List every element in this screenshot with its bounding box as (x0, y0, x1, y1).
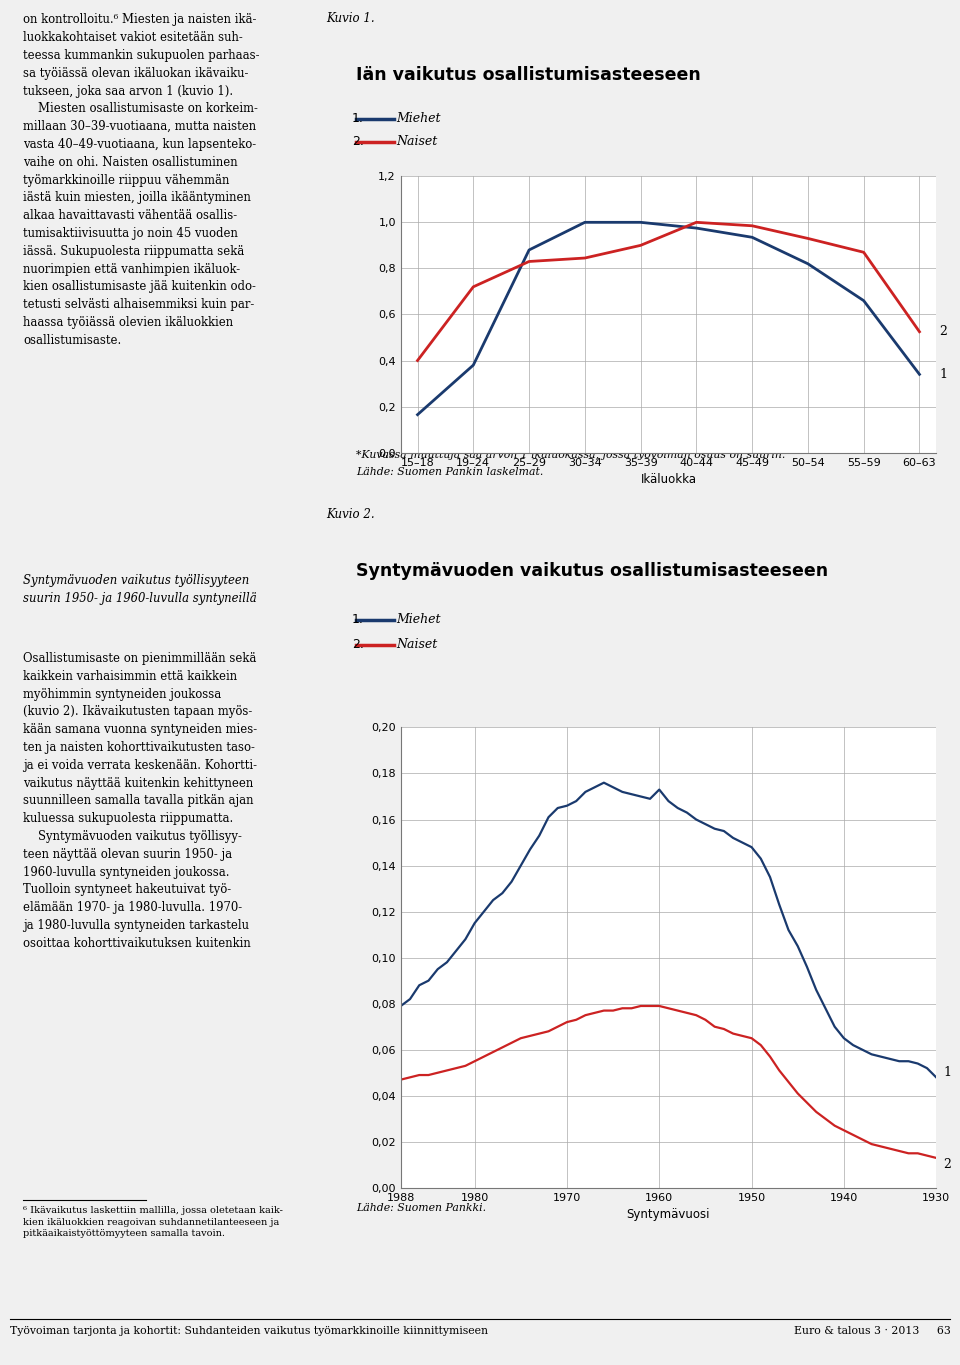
Text: Lähde: Suomen Pankki.: Lähde: Suomen Pankki. (356, 1203, 487, 1213)
Text: Osallistumisaste on pienimmillään sekä
kaikkein varhaisimmin että kaikkein
myöhi: Osallistumisaste on pienimmillään sekä k… (23, 652, 257, 950)
Text: Iän vaikutus osallistumisasteeseen: Iän vaikutus osallistumisasteeseen (356, 66, 701, 83)
Text: Miehet: Miehet (396, 112, 441, 126)
Text: Syntymävuoden vaikutus työllisyyteen
suurin 1950- ja 1960-luvulla syntyneillä: Syntymävuoden vaikutus työllisyyteen suu… (23, 573, 257, 605)
Text: 2: 2 (939, 325, 947, 339)
Text: *Kuvassa muuttuja saa arvon 1 ikäluokassa, jossa työvoiman osuus on suurin.: *Kuvassa muuttuja saa arvon 1 ikäluokass… (356, 449, 786, 460)
Text: Naiset: Naiset (396, 135, 438, 149)
Text: Kuvio 1.: Kuvio 1. (326, 12, 375, 26)
Text: Miehet: Miehet (396, 613, 441, 627)
Text: 1.: 1. (352, 112, 364, 126)
Text: 2.: 2. (352, 639, 364, 651)
X-axis label: Ikäluokka: Ikäluokka (640, 474, 697, 486)
Text: Syntymävuoden vaikutus osallistumisasteeseen: Syntymävuoden vaikutus osallistumisastee… (356, 562, 828, 580)
Text: 2.: 2. (352, 135, 364, 149)
Text: Euro & talous 3 · 2013     63: Euro & talous 3 · 2013 63 (794, 1325, 950, 1336)
X-axis label: Syntymävuosi: Syntymävuosi (627, 1208, 710, 1222)
Text: ⁶ Ikävaikutus laskettiin mallilla, jossa oletetaan kaik-
kien ikäluokkien reagoi: ⁶ Ikävaikutus laskettiin mallilla, jossa… (23, 1207, 283, 1238)
Text: 1: 1 (939, 367, 947, 381)
Text: on kontrolloitu.⁶ Miesten ja naisten ikä-
luokkakohtaiset vakiot esitetään suh-
: on kontrolloitu.⁶ Miesten ja naisten ikä… (23, 14, 260, 347)
Text: Työvoiman tarjonta ja kohortit: Suhdanteiden vaikutus työmarkkinoille kiinnittym: Työvoiman tarjonta ja kohortit: Suhdante… (10, 1325, 488, 1336)
Text: Kuvio 2.: Kuvio 2. (326, 508, 375, 521)
Text: 1: 1 (944, 1066, 951, 1080)
Text: Naiset: Naiset (396, 639, 438, 651)
Text: 1.: 1. (352, 613, 364, 627)
Text: Lähde: Suomen Pankin laskelmat.: Lähde: Suomen Pankin laskelmat. (356, 467, 543, 476)
Text: 2: 2 (944, 1159, 951, 1171)
